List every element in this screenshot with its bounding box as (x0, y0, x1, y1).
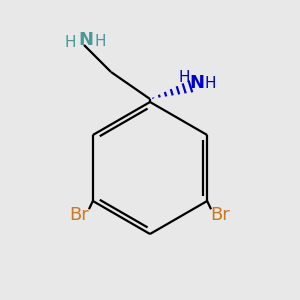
Text: H: H (95, 34, 106, 49)
Text: N: N (189, 74, 204, 92)
Text: H: H (65, 35, 76, 50)
Text: N: N (78, 31, 93, 49)
Text: H: H (204, 76, 216, 92)
Text: H: H (179, 70, 190, 85)
Text: Br: Br (70, 206, 89, 224)
Text: Br: Br (211, 206, 230, 224)
